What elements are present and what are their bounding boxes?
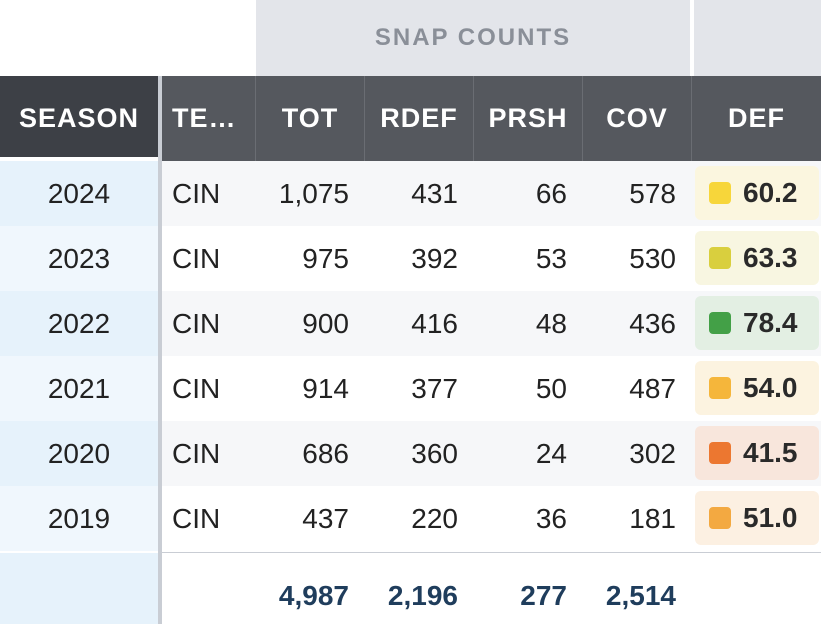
def-grade-badge: 51.0 bbox=[695, 491, 819, 545]
def-grade-value: 78.4 bbox=[743, 307, 798, 338]
cov-cell: 436 bbox=[629, 307, 676, 339]
tot-cell: 975 bbox=[302, 242, 349, 274]
season-cell-bg bbox=[0, 161, 158, 226]
team-cell[interactable]: CIN bbox=[172, 437, 221, 469]
totals-season-cell bbox=[0, 553, 158, 624]
column-header-cov[interactable]: COV bbox=[606, 103, 668, 133]
cov-cell: 487 bbox=[629, 372, 676, 404]
season-cell-bg bbox=[0, 356, 158, 421]
cov-cell: 578 bbox=[629, 177, 676, 209]
def-grade-value: 41.5 bbox=[743, 437, 798, 468]
team-cell[interactable]: CIN bbox=[172, 372, 221, 404]
totals-divider bbox=[162, 552, 821, 553]
rdef-cell: 377 bbox=[411, 372, 458, 404]
tot-cell: 900 bbox=[302, 307, 349, 339]
column-header-tot[interactable]: TOT bbox=[281, 103, 339, 133]
def-grade-badge: 78.4 bbox=[695, 296, 819, 350]
prsh-cell: 50 bbox=[535, 372, 567, 404]
season-cell: 2019 bbox=[47, 502, 111, 534]
rdef-cell: 431 bbox=[411, 177, 458, 209]
team-cell[interactable]: CIN bbox=[172, 242, 221, 274]
def-grade-badge: 63.3 bbox=[695, 231, 819, 285]
grade-color-swatch bbox=[709, 442, 731, 464]
grade-color-swatch bbox=[709, 312, 731, 334]
table-row[interactable]: 2021 CIN 914 377 50 487 54.0 bbox=[0, 356, 821, 421]
tot-cell: 1,075 bbox=[278, 177, 349, 209]
table-row[interactable]: 2022 CIN 900 416 48 436 78.4 bbox=[0, 291, 821, 356]
table-row[interactable]: 2024 CIN 1,075 431 66 578 60.2 bbox=[0, 161, 821, 226]
table-row[interactable]: 2020 CIN 686 360 24 302 41.5 bbox=[0, 421, 821, 486]
cov-cell: 181 bbox=[629, 502, 676, 534]
column-header-rdef[interactable]: RDEF bbox=[380, 103, 458, 133]
team-cell[interactable]: CIN bbox=[172, 307, 221, 339]
season-cell-bg bbox=[0, 291, 158, 356]
column-header-team[interactable]: TE… bbox=[172, 103, 237, 133]
column-header-season[interactable]: SEASON bbox=[18, 103, 140, 133]
header-divider bbox=[582, 76, 583, 161]
def-grade-value: 63.3 bbox=[743, 242, 798, 273]
season-cell: 2022 bbox=[47, 307, 111, 339]
header-divider bbox=[473, 76, 474, 161]
group-header-row: SNAP COUNTS bbox=[0, 0, 821, 76]
season-cell: 2024 bbox=[47, 177, 111, 209]
header-divider bbox=[691, 76, 692, 161]
team-cell[interactable]: CIN bbox=[172, 502, 221, 534]
total-prsh: 277 bbox=[520, 579, 567, 611]
group-header-snap-counts: SNAP COUNTS bbox=[256, 0, 690, 76]
rdef-cell: 220 bbox=[411, 502, 458, 534]
prsh-cell: 36 bbox=[535, 502, 567, 534]
cov-cell: 302 bbox=[629, 437, 676, 469]
def-grade-value: 51.0 bbox=[743, 502, 798, 533]
grade-color-swatch bbox=[709, 182, 731, 204]
tot-cell: 686 bbox=[302, 437, 349, 469]
season-cell: 2020 bbox=[47, 437, 111, 469]
def-grade-value: 60.2 bbox=[743, 177, 798, 208]
prsh-cell: 24 bbox=[535, 437, 567, 469]
season-cell-bg bbox=[0, 421, 158, 486]
tot-cell: 914 bbox=[302, 372, 349, 404]
team-cell[interactable]: CIN bbox=[172, 177, 221, 209]
table-row[interactable]: 2023 CIN 975 392 53 530 63.3 bbox=[0, 226, 821, 291]
season-cell-bg bbox=[0, 486, 158, 551]
rdef-cell: 392 bbox=[411, 242, 458, 274]
total-tot: 4,987 bbox=[278, 579, 349, 611]
prsh-cell: 66 bbox=[535, 177, 567, 209]
tot-cell: 437 bbox=[302, 502, 349, 534]
frozen-column-divider bbox=[158, 76, 162, 624]
grade-color-swatch bbox=[709, 377, 731, 399]
cov-cell: 530 bbox=[629, 242, 676, 274]
grade-color-swatch bbox=[709, 247, 731, 269]
prsh-cell: 53 bbox=[535, 242, 567, 274]
table-row[interactable]: 2019 CIN 437 220 36 181 51.0 bbox=[0, 486, 821, 551]
totals-row: 4,987 2,196 277 2,514 bbox=[0, 553, 821, 624]
def-grade-badge: 60.2 bbox=[695, 166, 819, 220]
season-cell: 2021 bbox=[47, 372, 111, 404]
total-cov: 2,514 bbox=[605, 579, 676, 611]
rdef-cell: 416 bbox=[411, 307, 458, 339]
season-cell-bg bbox=[0, 226, 158, 291]
group-header-grades bbox=[694, 0, 821, 76]
column-header-row: SEASON TE… TOT RDEF PRSH COV DEF bbox=[0, 76, 821, 161]
def-grade-badge: 41.5 bbox=[695, 426, 819, 480]
header-divider bbox=[255, 76, 256, 161]
header-divider bbox=[364, 76, 365, 161]
total-rdef: 2,196 bbox=[387, 579, 458, 611]
column-header-season-bg bbox=[0, 76, 158, 161]
def-grade-value: 54.0 bbox=[743, 372, 798, 403]
season-cell: 2023 bbox=[47, 242, 111, 274]
rdef-cell: 360 bbox=[411, 437, 458, 469]
prsh-cell: 48 bbox=[535, 307, 567, 339]
grade-color-swatch bbox=[709, 507, 731, 529]
column-header-def[interactable]: DEF bbox=[728, 103, 785, 133]
def-grade-badge: 54.0 bbox=[695, 361, 819, 415]
column-header-prsh[interactable]: PRSH bbox=[488, 103, 568, 133]
